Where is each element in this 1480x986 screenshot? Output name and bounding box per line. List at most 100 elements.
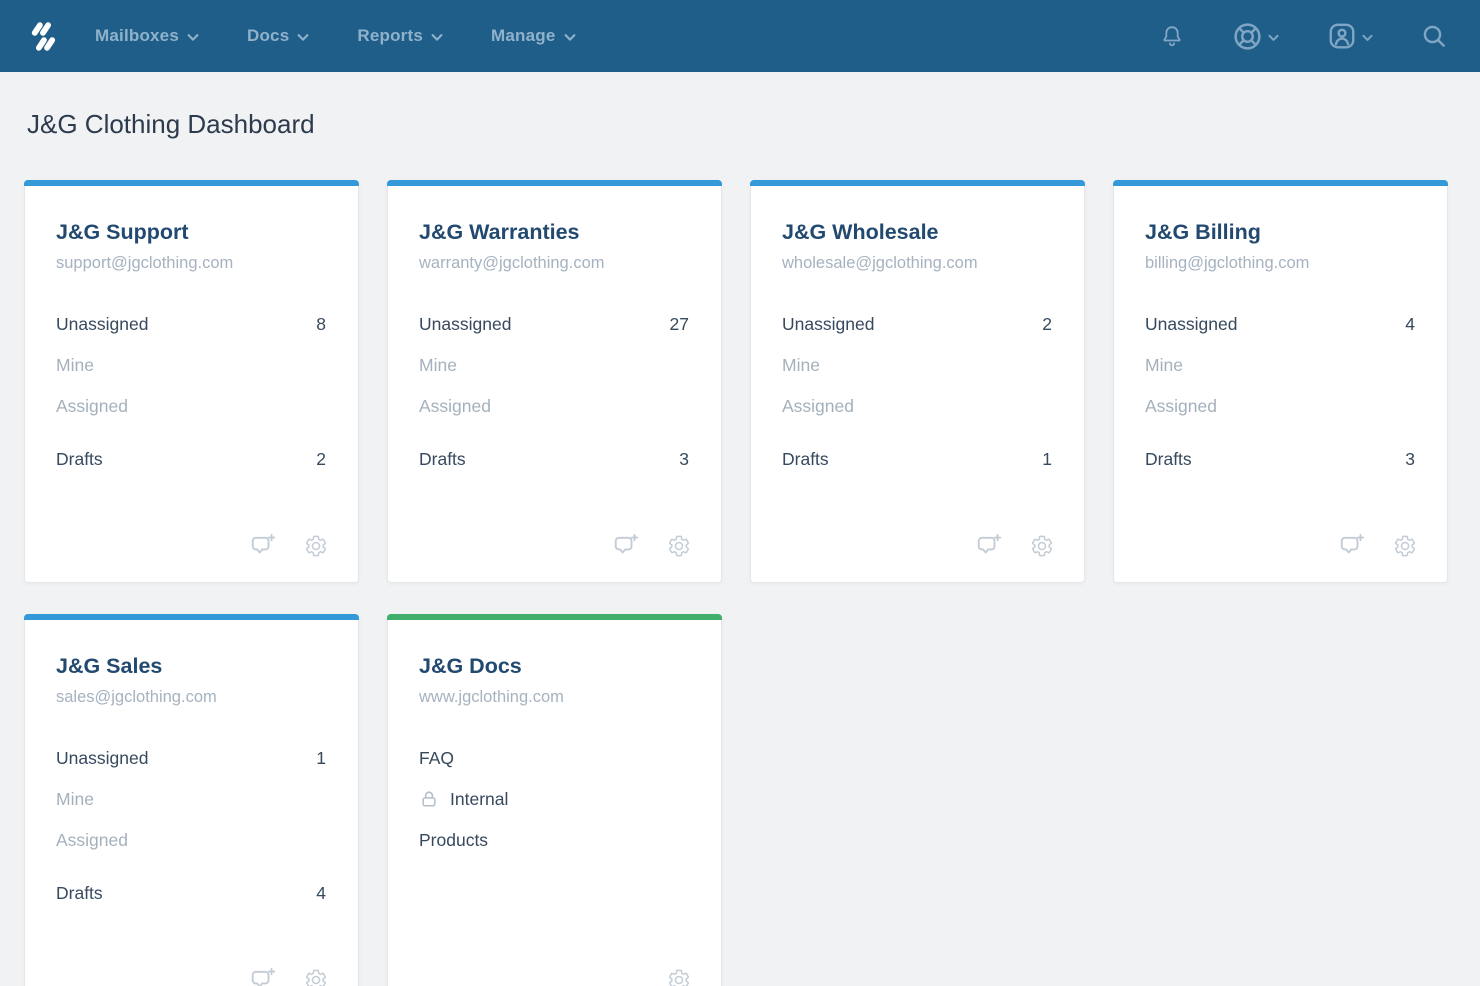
folder-count: 1: [1042, 448, 1052, 469]
life-ring-icon: [1234, 22, 1261, 50]
nav-item-docs[interactable]: Docs: [247, 26, 309, 46]
folder-row-mine[interactable]: Mine: [56, 787, 326, 811]
settings-button[interactable]: [1393, 534, 1417, 558]
folder-row-faq[interactable]: FAQ: [419, 746, 689, 770]
card-title[interactable]: J&G Warranties: [419, 220, 580, 244]
folder-count: 8: [316, 313, 326, 334]
search-icon: [1423, 25, 1445, 47]
card-actions: [249, 533, 328, 558]
new-conversation-icon: [251, 533, 276, 554]
nav-item-label: Docs: [247, 26, 290, 45]
notifications-button[interactable]: [1160, 23, 1184, 49]
mailbox-card-j-g-warranties: J&G Warranties warranty@jgclothing.com U…: [387, 180, 722, 583]
folder-count: 3: [679, 448, 689, 469]
folder-list: FAQ Internal Products: [419, 746, 689, 852]
card-title[interactable]: J&G Wholesale: [782, 220, 939, 244]
mailbox-card-j-g-wholesale: J&G Wholesale wholesale@jgclothing.com U…: [750, 180, 1085, 583]
folder-row-mine[interactable]: Mine: [56, 353, 326, 377]
folder-row-unassigned[interactable]: Unassigned 4: [1145, 312, 1415, 336]
folder-label: Mine: [1145, 354, 1183, 375]
nav-item-manage[interactable]: Manage: [491, 26, 576, 46]
folder-row-internal[interactable]: Internal: [419, 787, 689, 811]
mailbox-card-j-g-billing: J&G Billing billing@jgclothing.com Unass…: [1113, 180, 1448, 583]
card-subtitle: support@jgclothing.com: [56, 254, 234, 272]
nav-item-reports[interactable]: Reports: [357, 26, 443, 46]
nav-item-mailboxes[interactable]: Mailboxes: [95, 26, 199, 46]
chevron-down-icon: [1268, 34, 1279, 41]
card-accent-bar: [387, 180, 722, 186]
card-actions: [1338, 533, 1417, 558]
card-accent-bar: [24, 180, 359, 186]
folder-label: Internal: [450, 788, 509, 809]
folder-count: 27: [669, 313, 689, 334]
settings-button[interactable]: [667, 968, 691, 986]
new-conversation-button[interactable]: [249, 533, 276, 558]
folder-count: 1: [316, 747, 326, 768]
card-title[interactable]: J&G Billing: [1145, 220, 1261, 244]
folder-row-unassigned[interactable]: Unassigned 8: [56, 312, 326, 336]
new-conversation-icon: [614, 533, 639, 554]
folder-row-products[interactable]: Products: [419, 828, 689, 852]
folder-label: Products: [419, 829, 489, 850]
folder-row-mine[interactable]: Mine: [1145, 353, 1415, 377]
card-title[interactable]: J&G Docs: [419, 654, 522, 678]
folder-label: Drafts: [56, 882, 103, 903]
folder-label: Mine: [782, 354, 820, 375]
new-conversation-button[interactable]: [1338, 533, 1365, 558]
folder-row-assigned[interactable]: Assigned: [1145, 394, 1415, 418]
folder-label: Assigned: [56, 829, 128, 850]
settings-button[interactable]: [304, 534, 328, 558]
folder-row-unassigned[interactable]: Unassigned 2: [782, 312, 1052, 336]
folder-row-drafts[interactable]: Drafts 1: [782, 447, 1052, 471]
folder-row-drafts[interactable]: Drafts 2: [56, 447, 326, 471]
helpscout-logo[interactable]: [26, 18, 63, 55]
new-conversation-button[interactable]: [975, 533, 1002, 558]
folder-row-assigned[interactable]: Assigned: [56, 828, 326, 852]
chevron-down-icon: [297, 34, 309, 41]
help-button[interactable]: [1232, 21, 1279, 52]
folder-row-drafts[interactable]: Drafts 3: [1145, 447, 1415, 471]
card-accent-bar: [750, 180, 1085, 186]
folder-label: Assigned: [56, 395, 128, 416]
folder-label: Unassigned: [56, 313, 149, 334]
folder-row-assigned[interactable]: Assigned: [782, 394, 1052, 418]
card-title[interactable]: J&G Sales: [56, 654, 163, 678]
folder-count: 3: [1405, 448, 1415, 469]
folder-row-drafts[interactable]: Drafts 3: [419, 447, 689, 471]
chevron-down-icon: [431, 34, 443, 41]
folder-row-unassigned[interactable]: Unassigned 1: [56, 746, 326, 770]
settings-button[interactable]: [667, 534, 691, 558]
card-title[interactable]: J&G Support: [56, 220, 189, 244]
folder-label: Unassigned: [56, 747, 149, 768]
card-subtitle: warranty@jgclothing.com: [419, 254, 605, 272]
account-button[interactable]: [1327, 21, 1373, 51]
folder-row-mine[interactable]: Mine: [419, 353, 689, 377]
folder-label: Unassigned: [1145, 313, 1238, 334]
folder-count: 4: [1405, 313, 1415, 334]
main-menu: Mailboxes Docs Reports Manage: [95, 26, 624, 46]
folder-row-mine[interactable]: Mine: [782, 353, 1052, 377]
folder-row-assigned[interactable]: Assigned: [56, 394, 326, 418]
new-conversation-button[interactable]: [249, 967, 276, 986]
folder-label: Drafts: [782, 448, 829, 469]
lock-icon: [419, 789, 439, 809]
folder-count: 2: [316, 448, 326, 469]
chevron-down-icon: [1362, 34, 1373, 41]
folder-count: 2: [1042, 313, 1052, 334]
settings-button[interactable]: [1030, 534, 1054, 558]
chevron-down-icon: [564, 34, 575, 41]
card-actions: [667, 968, 691, 986]
search-button[interactable]: [1421, 23, 1447, 49]
card-actions: [975, 533, 1054, 558]
folder-label: Unassigned: [419, 313, 512, 334]
card-actions: [249, 967, 328, 986]
gear-icon: [305, 535, 327, 556]
folder-row-unassigned[interactable]: Unassigned 27: [419, 312, 689, 336]
settings-button[interactable]: [304, 968, 328, 986]
folder-row-assigned[interactable]: Assigned: [419, 394, 689, 418]
new-conversation-button[interactable]: [612, 533, 639, 558]
card-accent-bar: [24, 614, 359, 620]
card-subtitle: www.jgclothing.com: [419, 688, 564, 706]
folder-row-drafts[interactable]: Drafts 4: [56, 881, 326, 905]
account-icon: [1329, 23, 1355, 49]
